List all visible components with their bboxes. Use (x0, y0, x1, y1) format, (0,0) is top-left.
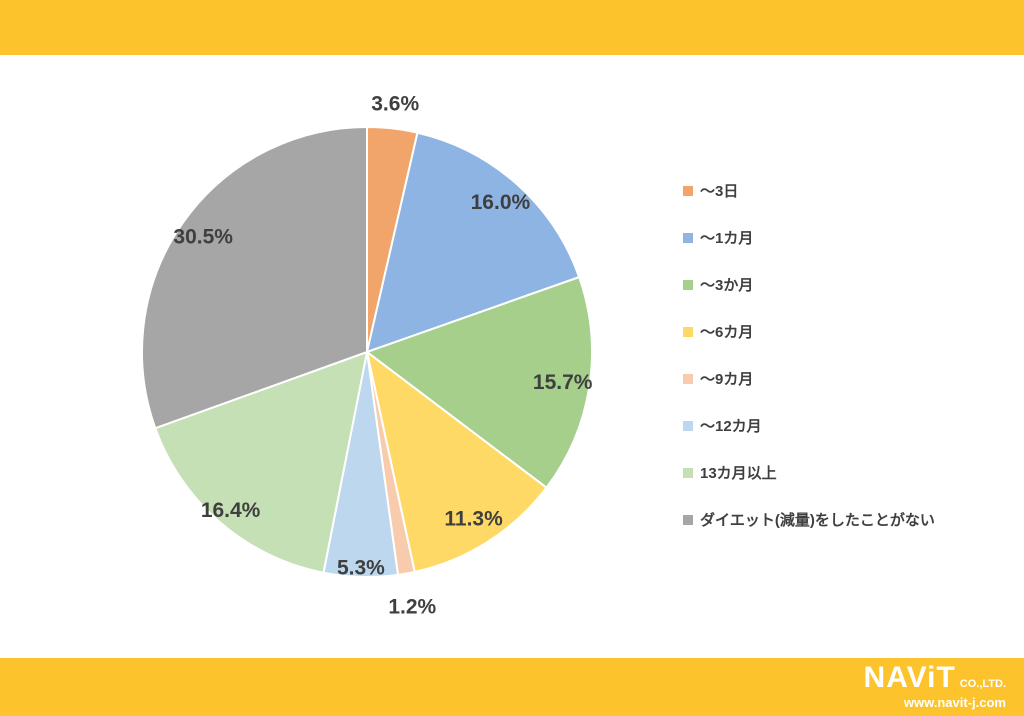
legend-item: 〜3か月 (683, 274, 935, 295)
legend-label: 〜3日 (700, 183, 739, 200)
legend-item: 〜6カ月 (683, 321, 935, 342)
slice-value-label: 30.5% (173, 225, 233, 248)
slice-value-label: 16.4% (201, 499, 261, 522)
legend-swatch (683, 185, 693, 196)
legend-label: 〜9カ月 (700, 371, 754, 388)
legend-swatch (683, 467, 693, 478)
legend-label: 〜12カ月 (700, 418, 762, 435)
pie-slice (141, 126, 368, 430)
slice-value-label: 5.3% (337, 556, 385, 579)
pie-slice (366, 276, 593, 489)
slice-value-label: 3.6% (371, 92, 419, 115)
slice-value-label: 16.0% (471, 191, 531, 214)
legend-label: 〜6カ月 (700, 324, 754, 341)
legend-swatch (683, 373, 693, 384)
legend-item: 〜12カ月 (683, 415, 935, 436)
legend-label: ダイエット(減量)をしたことがない (700, 512, 935, 529)
legend-swatch (683, 279, 693, 290)
logo-text: NAViT (863, 661, 956, 694)
legend-item: 〜3日 (683, 180, 935, 201)
legend-swatch (683, 232, 693, 243)
pie-slice (154, 351, 368, 574)
legend-item: 〜1カ月 (683, 227, 935, 248)
chart-legend: 〜3日〜1カ月〜3か月〜6カ月〜9カ月〜12カ月 13カ月以上ダイエット(減量)を… (683, 180, 935, 530)
legend-swatch (683, 514, 693, 525)
slice-value-label: 11.3% (444, 507, 503, 530)
website-url: www.navit-j.com (903, 695, 1006, 710)
legend-swatch (683, 326, 693, 337)
logo-suffix: CO.,LTD. (959, 678, 1006, 690)
legend-item: 〜9カ月 (683, 368, 935, 389)
legend-label: 〜3か月 (700, 277, 754, 294)
legend-label: 13カ月以上 (700, 465, 777, 482)
logo-row: NAViT CO.,LTD. (864, 663, 1006, 693)
slice-value-label: 15.7% (533, 371, 593, 394)
pie-slice (366, 131, 581, 353)
navit-logo: NAViT CO.,LTD. www.navit-j.com (864, 663, 1006, 711)
top-accent-bar (0, 0, 1024, 55)
legend-label: 〜1カ月 (700, 230, 754, 247)
legend-item: 13カ月以上 (683, 462, 935, 483)
slice-value-label: 1.2% (388, 595, 436, 618)
bottom-accent-bar: NAViT CO.,LTD. www.navit-j.com (0, 658, 1024, 716)
legend-item: ダイエット(減量)をしたことがない (683, 509, 935, 530)
legend-swatch (683, 420, 693, 431)
pie-slice (366, 351, 548, 573)
